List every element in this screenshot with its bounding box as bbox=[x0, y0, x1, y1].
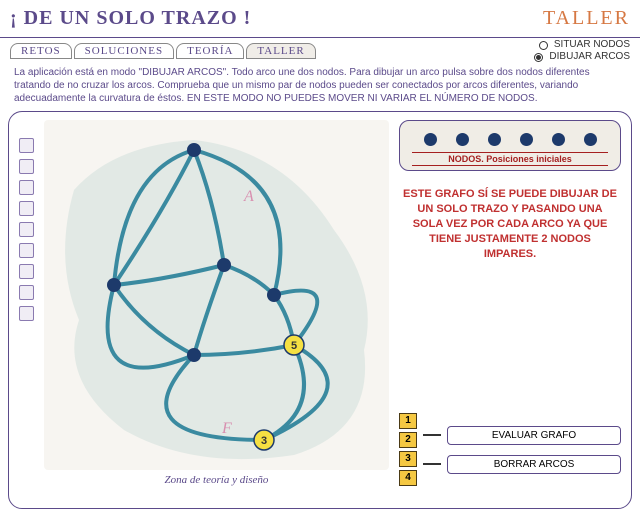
palette-node[interactable] bbox=[520, 133, 533, 146]
tab-taller[interactable]: TALLER bbox=[246, 43, 315, 59]
radio-dibujar[interactable] bbox=[534, 53, 543, 62]
region-label-a: A bbox=[244, 188, 254, 206]
dash-icon bbox=[423, 463, 441, 465]
preset-2[interactable]: 2 bbox=[399, 432, 417, 448]
evaluate-button[interactable]: EVALUAR GRAFO bbox=[447, 426, 621, 445]
palette-node[interactable] bbox=[584, 133, 597, 146]
preset-4[interactable]: 4 bbox=[399, 470, 417, 486]
preset-3[interactable]: 3 bbox=[399, 451, 417, 467]
mode-options: SITUAR NODOS DIBUJAR ARCOS bbox=[534, 39, 630, 63]
tab-retos[interactable]: RETOS bbox=[10, 43, 72, 59]
checkbox-column bbox=[19, 120, 34, 500]
dash-icon bbox=[423, 434, 441, 436]
checkbox-4[interactable] bbox=[19, 201, 34, 216]
checkbox-2[interactable] bbox=[19, 159, 34, 174]
palette-node[interactable] bbox=[552, 133, 565, 146]
nodes-palette: NODOS. Posiciones iniciales bbox=[399, 120, 621, 171]
checkbox-5[interactable] bbox=[19, 222, 34, 237]
svg-text:3: 3 bbox=[261, 435, 267, 447]
svg-text:5: 5 bbox=[291, 340, 297, 352]
checkbox-3[interactable] bbox=[19, 180, 34, 195]
checkbox-9[interactable] bbox=[19, 306, 34, 321]
checkbox-8[interactable] bbox=[19, 285, 34, 300]
tabs-container: RETOSSOLUCIONESTEORÍATALLER bbox=[10, 43, 316, 59]
preset-1[interactable]: 1 bbox=[399, 413, 417, 429]
palette-node[interactable] bbox=[456, 133, 469, 146]
tab-soluciones[interactable]: SOLUCIONES bbox=[74, 43, 174, 59]
tab-teoría[interactable]: TEORÍA bbox=[176, 43, 244, 59]
instructions-text: La aplicación está en modo "DIBUJAR ARCO… bbox=[0, 62, 640, 111]
section-title: TALLER bbox=[543, 7, 630, 30]
evaluation-result: ESTE GRAFO SÍ SE PUEDE DIBUJAR DE UN SOL… bbox=[399, 181, 621, 268]
app-title: ¡ DE UN SOLO TRAZO ! bbox=[10, 7, 251, 30]
mode-label-1: SITUAR NODOS bbox=[554, 39, 630, 51]
design-canvas[interactable]: 53 A F Zona de teoría y diseño bbox=[44, 120, 389, 470]
clear-arcs-button[interactable]: BORRAR ARCOS bbox=[447, 455, 621, 474]
palette-node[interactable] bbox=[424, 133, 437, 146]
canvas-caption: Zona de teoría y diseño bbox=[44, 474, 389, 486]
checkbox-7[interactable] bbox=[19, 264, 34, 279]
palette-node[interactable] bbox=[488, 133, 501, 146]
nodes-palette-label: NODOS. Posiciones iniciales bbox=[412, 152, 608, 166]
main-panel: 5 3 A F Zona de teoría y diseño NODOS. Po… bbox=[8, 111, 632, 509]
radio-situar[interactable] bbox=[539, 41, 548, 50]
mode-label-2: DIBUJAR ARCOS bbox=[549, 51, 630, 63]
checkbox-6[interactable] bbox=[19, 243, 34, 258]
region-label-f: F bbox=[222, 420, 232, 438]
checkbox-1[interactable] bbox=[19, 138, 34, 153]
